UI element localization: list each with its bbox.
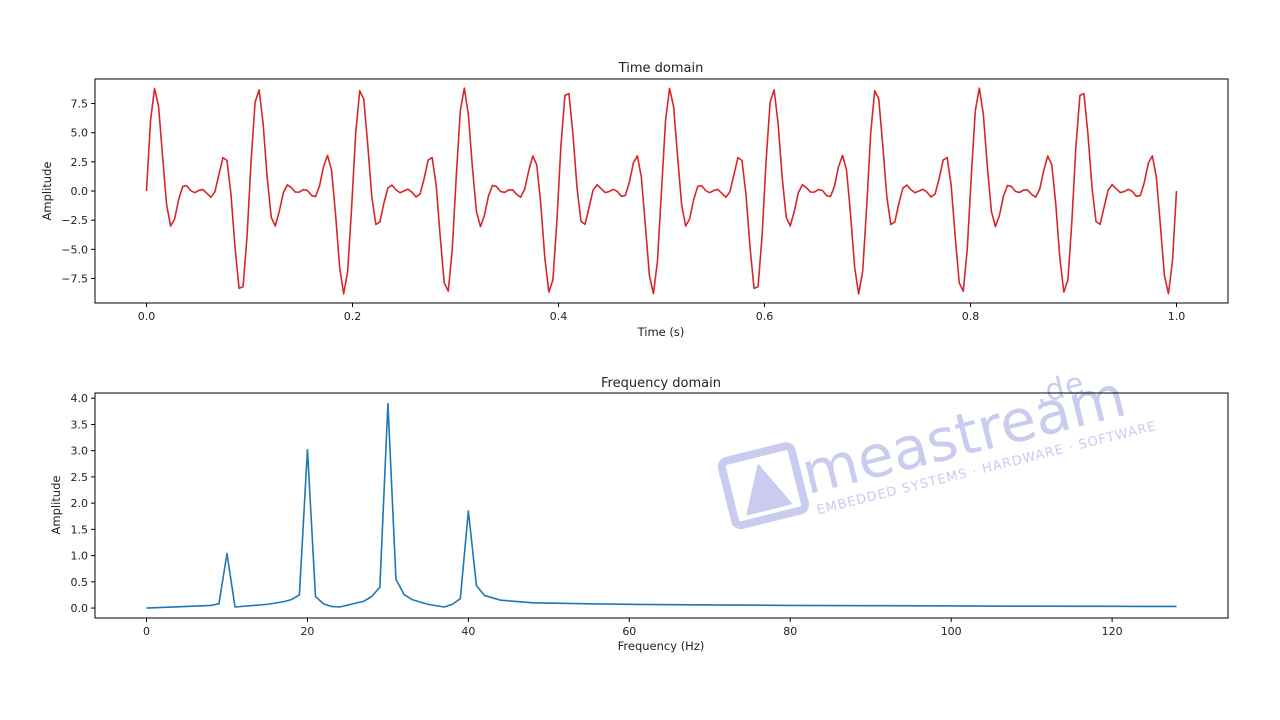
freq-xlabel: Frequency (Hz) <box>618 639 705 653</box>
time-xtick-label: 1.0 <box>1168 310 1186 323</box>
time-ytick-label: −2.5 <box>61 214 88 227</box>
freq-ytick-label: 2.5 <box>71 471 89 484</box>
time-xtick-label: 0.6 <box>756 310 774 323</box>
freq-ylabel: Amplitude <box>49 476 63 535</box>
freq-xtick-label: 20 <box>300 625 314 638</box>
freq-xtick-label: 60 <box>622 625 636 638</box>
freq-ytick-label: 4.0 <box>71 392 89 405</box>
time-xtick-label: 0.4 <box>550 310 568 323</box>
freq-ytick-label: 3.0 <box>71 445 89 458</box>
time-chart-title: Time domain <box>618 61 704 76</box>
time-ytick-label: −7.5 <box>61 273 88 286</box>
freq-axis-ticks: 0 20 40 60 80 100 120 0.0 0.5 1.0 1.5 2.0 2.5 3.0 3.5 4… <box>71 392 1123 638</box>
time-xtick-label: 0.2 <box>344 310 362 323</box>
freq-ytick-label: 1.5 <box>71 523 89 536</box>
freq-ytick-label: 0.0 <box>71 602 89 615</box>
freq-chart-title: Frequency domain <box>601 376 721 391</box>
freq-xtick-label: 80 <box>783 625 797 638</box>
time-axis-ticks: 0.0 0.2 0.4 0.6 0.8 1.0 −7.5 −5.0 −2.5 0.0 2.5 5.0 7… <box>61 98 1185 324</box>
time-ytick-label: 5.0 <box>71 127 89 140</box>
watermark-logo-icon <box>717 442 810 530</box>
freq-xtick-label: 100 <box>941 625 962 638</box>
freq-xtick-label: 0 <box>143 625 150 638</box>
time-ytick-label: 0.0 <box>71 185 89 198</box>
time-domain-chart: Time domain 0.0 0.2 0.4 0.6 0.8 1.0 −7.5 −5.0 −2… <box>40 61 1229 339</box>
time-ytick-label: 2.5 <box>71 156 89 169</box>
time-xtick-label: 0.0 <box>138 310 156 323</box>
frequency-domain-chart: Frequency domain 0 20 40 60 80 100 120 0.0 0.5 1.… <box>49 376 1229 653</box>
time-plot-frame <box>94 78 1229 304</box>
freq-ytick-label: 3.5 <box>71 418 89 431</box>
time-ytick-label: 7.5 <box>71 98 89 111</box>
freq-ytick-label: 1.0 <box>71 550 89 563</box>
time-series-line <box>145 87 1178 295</box>
time-xlabel: Time (s) <box>637 325 685 339</box>
watermark: meastream .de EMBEDDED SYSTEMS · HARDWAR… <box>717 362 1158 530</box>
freq-series-line <box>146 402 1177 609</box>
time-ylabel: Amplitude <box>40 162 54 221</box>
freq-xtick-label: 120 <box>1102 625 1123 638</box>
time-ytick-label: −5.0 <box>61 243 88 256</box>
time-xtick-label: 0.8 <box>962 310 980 323</box>
freq-ytick-label: 0.5 <box>71 576 89 589</box>
freq-xtick-label: 40 <box>461 625 475 638</box>
freq-ytick-label: 2.0 <box>71 497 89 510</box>
freq-plot-frame <box>94 392 1229 619</box>
